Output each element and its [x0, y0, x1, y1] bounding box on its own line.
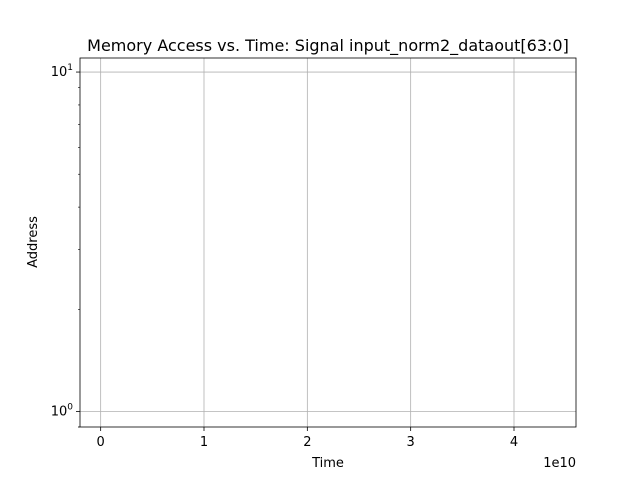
y-tick-label-exponent: 0: [67, 402, 73, 412]
plot-frame: [79, 57, 577, 428]
chart-title: Memory Access vs. Time: Signal input_nor…: [87, 36, 569, 56]
y-tick-label: 100: [51, 402, 74, 419]
x-axis-label: Time: [311, 456, 344, 471]
y-tick-label: 101: [51, 63, 73, 80]
x-offset-text: 1e10: [543, 456, 576, 471]
y-tick-label-exponent: 1: [67, 63, 73, 73]
grid-layer: [80, 58, 576, 427]
x-tick-label: 1: [200, 435, 208, 450]
y-tick-label-base: 10: [51, 404, 68, 419]
x-tick-label: 4: [510, 435, 518, 450]
y-axis-label: Address: [26, 216, 41, 268]
y-tick-label-base: 10: [51, 65, 68, 80]
x-tick-label: 0: [97, 435, 105, 450]
x-tick-label: 2: [303, 435, 311, 450]
x-tick-label: 3: [407, 435, 415, 450]
